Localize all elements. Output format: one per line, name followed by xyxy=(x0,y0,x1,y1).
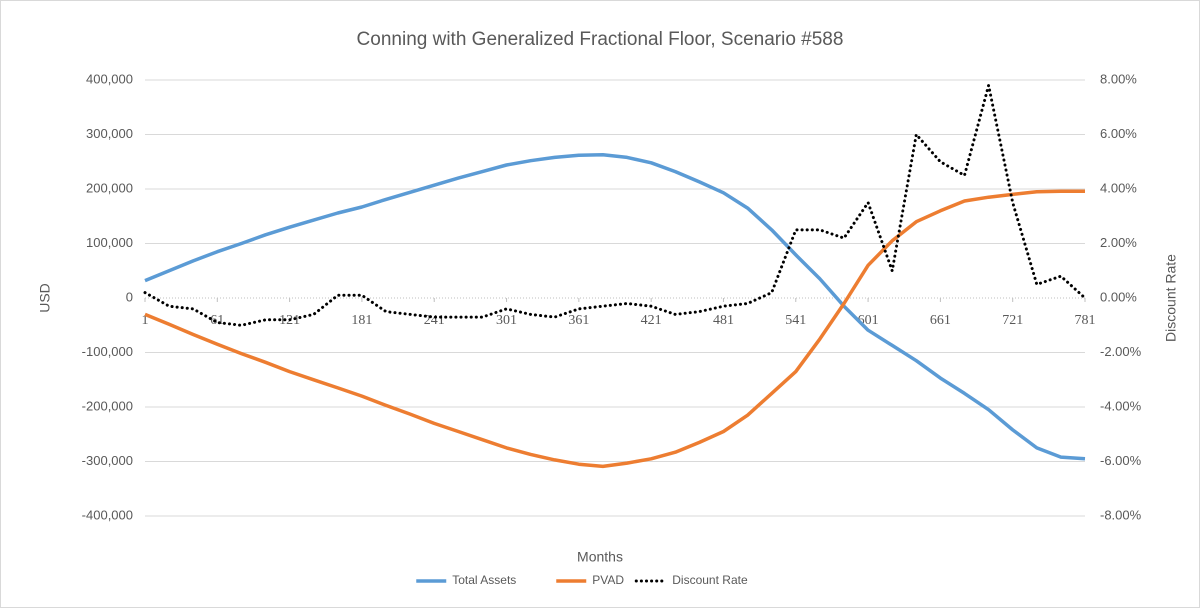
y2-tick-label: -6.00% xyxy=(1100,453,1142,468)
y-tick-label: -400,000 xyxy=(82,507,133,522)
chart-title: Conning with Generalized Fractional Floo… xyxy=(357,29,844,50)
legend-label: PVAD xyxy=(592,573,624,587)
y2-tick-label: 8.00% xyxy=(1100,71,1137,86)
y2-tick-label: 0.00% xyxy=(1100,289,1137,304)
x-tick-label: 661 xyxy=(930,313,951,328)
x-tick-label: 421 xyxy=(641,313,662,328)
x-tick-label: 301 xyxy=(496,313,517,328)
x-tick-label: 361 xyxy=(568,313,589,328)
y2-tick-label: -4.00% xyxy=(1100,398,1142,413)
x-tick-label: 481 xyxy=(713,313,734,328)
legend-label: Total Assets xyxy=(452,573,516,587)
x-tick-label: 541 xyxy=(785,313,806,328)
y-axis-title: USD xyxy=(37,283,53,313)
y-tick-label: 100,000 xyxy=(86,235,133,250)
x-tick-label: 61 xyxy=(210,313,224,328)
series-line xyxy=(144,152,1086,461)
y2-tick-label: -8.00% xyxy=(1100,507,1142,522)
y-tick-label: 400,000 xyxy=(86,71,133,86)
y-tick-label: 200,000 xyxy=(86,180,133,195)
series-line xyxy=(143,83,1087,327)
y-tick-label: -100,000 xyxy=(82,344,133,359)
x-tick-label: 721 xyxy=(1002,313,1023,328)
y2-tick-label: -2.00% xyxy=(1100,344,1142,359)
y2-tick-label: 4.00% xyxy=(1100,180,1137,195)
legend-label: Discount Rate xyxy=(672,573,748,587)
x-axis-title: Months xyxy=(577,549,623,565)
x-tick-label: 1 xyxy=(142,313,149,328)
y2-axis-title: Discount Rate xyxy=(1163,254,1179,342)
x-tick-label: 781 xyxy=(1075,313,1096,328)
series-line xyxy=(144,189,1085,469)
y-tick-label: 0 xyxy=(126,289,133,304)
y2-tick-label: 2.00% xyxy=(1100,235,1137,250)
y2-tick-label: 6.00% xyxy=(1100,126,1137,141)
y-tick-label: -300,000 xyxy=(82,453,133,468)
y-tick-label: -200,000 xyxy=(82,398,133,413)
x-tick-label: 241 xyxy=(424,313,445,328)
x-tick-label: 181 xyxy=(351,313,372,328)
y-tick-label: 300,000 xyxy=(86,126,133,141)
